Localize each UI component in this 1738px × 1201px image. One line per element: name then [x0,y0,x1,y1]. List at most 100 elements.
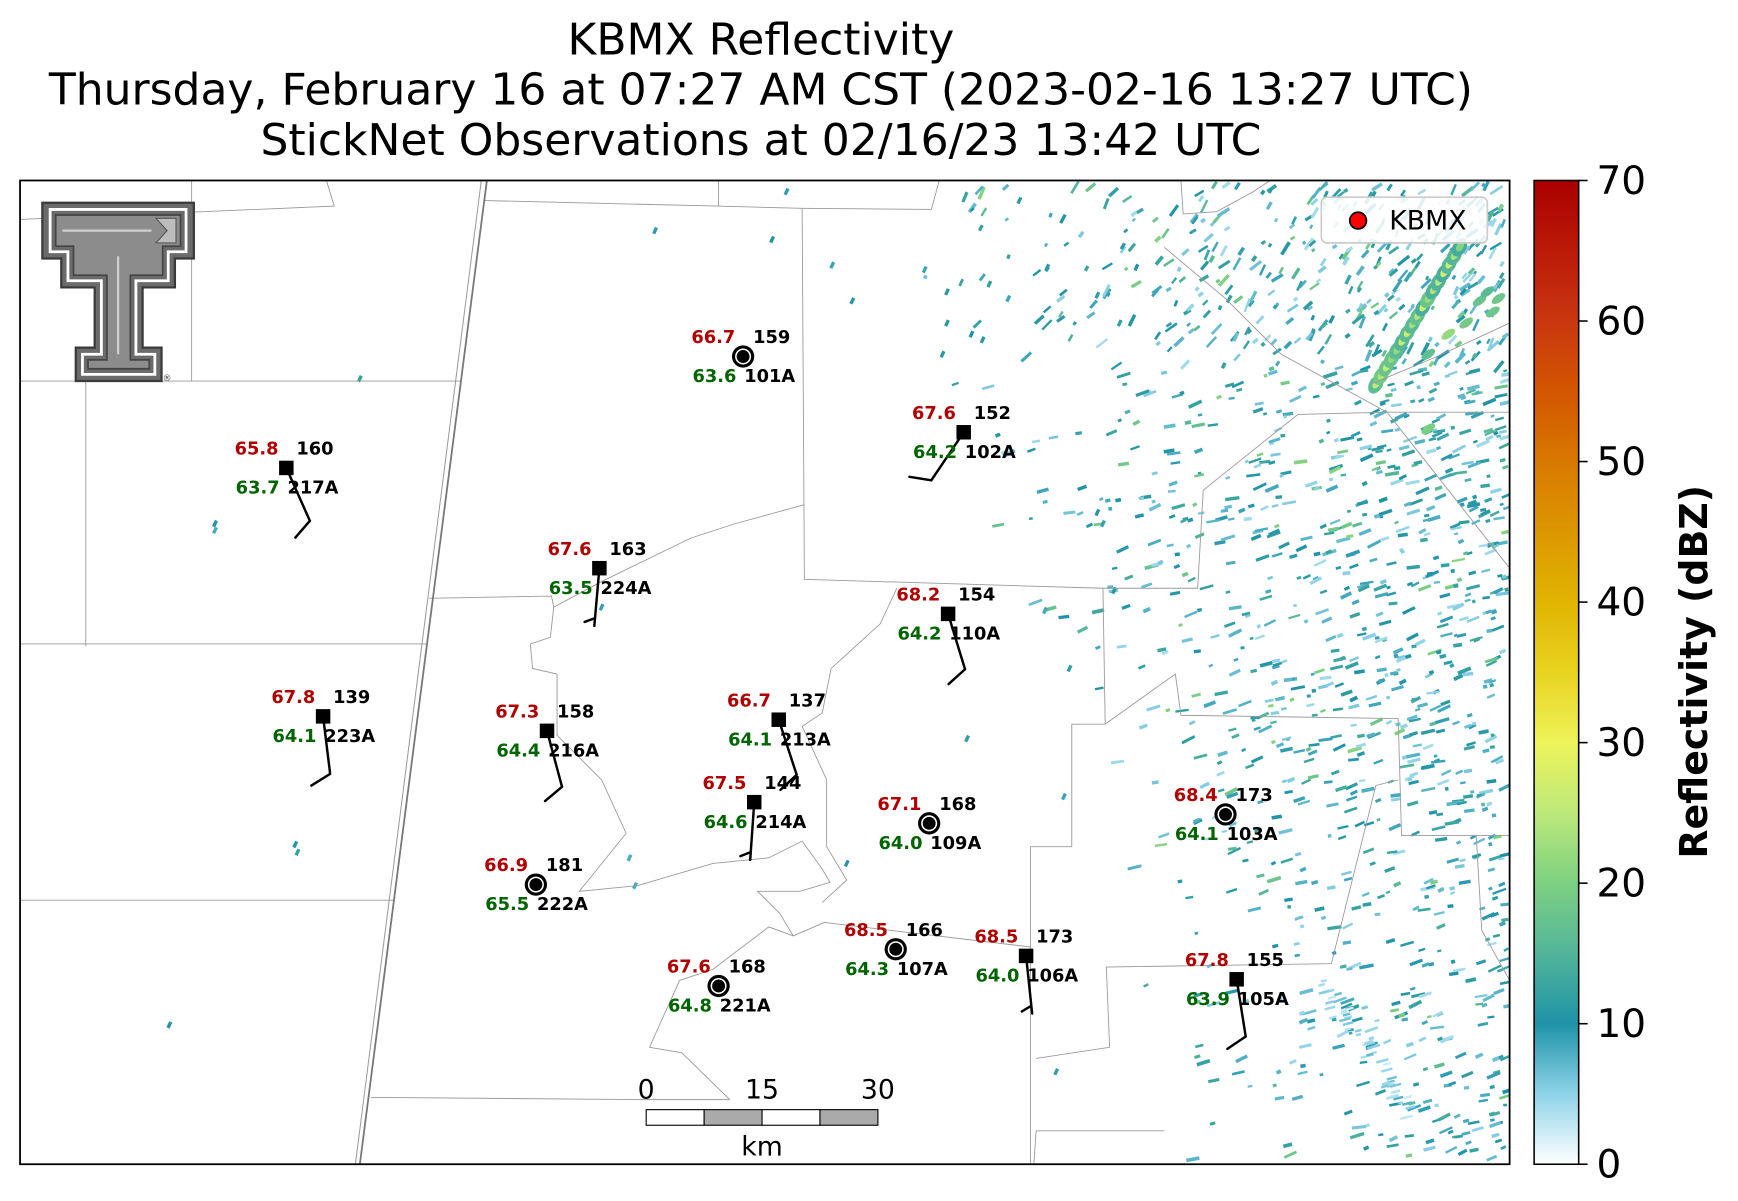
radar-echo [1468,367,1481,375]
wind-barb-icon [1226,978,1247,1051]
radar-echo [1319,1072,1324,1077]
radar-echo [1432,1010,1443,1018]
radar-echo [1259,459,1271,465]
radar-echo [1130,445,1141,451]
radar-echo [1325,549,1333,555]
radar-echo [1503,947,1509,952]
radar-echo [968,330,975,338]
radar-echo [1133,263,1140,272]
radar-echo [1488,854,1502,862]
radar-echo [1486,779,1497,784]
radar-echo [652,226,659,235]
station-marker-square-icon [279,460,294,476]
radar-echo [1371,1050,1378,1055]
pressure-label: 173 [1236,785,1273,806]
radar-echo [1417,907,1431,912]
radar-echo [1192,502,1198,507]
radar-echo [1291,216,1298,225]
radar-echo [1326,885,1336,891]
radar-echo [1265,589,1272,594]
radar-echo [1364,1025,1379,1034]
radar-echo [1184,610,1198,619]
radar-echo [1481,568,1491,574]
radar-echo [1485,659,1498,667]
station-id-label: 103A [1227,824,1278,845]
radar-echo [1406,632,1419,642]
colorbar-tick-label: 40 [1597,580,1647,625]
radar-echo [1342,1012,1351,1017]
radar-echo [212,519,218,528]
radar-echo [1362,632,1377,641]
radar-echo [1388,268,1395,274]
radar-echo [1461,1070,1474,1079]
radar-echo [1199,199,1209,214]
radar-echo [1486,1071,1501,1080]
radar-echo [1469,1147,1479,1153]
radar-echo [1448,971,1459,977]
radar-echo [1294,953,1301,958]
radar-echo-core [1491,293,1506,305]
radar-echo [1456,496,1468,504]
radar-echo [974,185,984,196]
radar-echo [1410,303,1415,308]
radar-echo [1356,303,1368,313]
radar-echo [1312,575,1320,581]
radar-echo [1456,800,1467,806]
radar-echo [1356,632,1367,637]
radar-echo [1102,197,1110,210]
radar-echo [1394,728,1406,736]
radar-echo [1465,584,1481,591]
radar-echo [1451,274,1457,281]
radar-echo [1272,661,1282,667]
radar-echo [1168,204,1180,218]
radar-echo [1311,879,1319,886]
radar-echo [1470,790,1475,794]
radar-echo [1270,273,1284,283]
radar-echo [1306,703,1315,708]
radar-echo [1475,959,1487,966]
radar-echo [1334,991,1343,997]
temperature-label: 68.5 [974,927,1018,948]
radar-echo [1042,305,1052,314]
radar-echo [1072,321,1077,326]
radar-echo [1431,825,1446,832]
radar-echo [1451,557,1466,563]
station-plot-109a: 67.1 168 64.0 109A [877,794,981,854]
dewpoint-label: 64.0 [879,833,923,854]
radar-echo [1217,273,1230,287]
radar-echo [1334,785,1348,793]
radar-echo [1426,571,1433,576]
county-boundaries [20,180,1510,1165]
radar-echo [1487,339,1500,352]
radar-echo [1355,742,1367,749]
station-id-label: 107A [897,959,948,980]
radar-echo [1493,516,1505,521]
radar-echo [1321,322,1328,329]
scale-bar-tick-label: 15 [745,1075,779,1106]
radar-echo [1446,603,1462,610]
radar-echo [1465,977,1477,984]
radar-echo [1332,743,1346,752]
radar-echo [1374,1088,1387,1096]
radar-echo [1498,1093,1510,1100]
radar-echo [1499,502,1504,507]
radar-echo [1197,413,1203,417]
radar-echo [1194,473,1205,478]
radar-echo [1160,370,1168,375]
dewpoint-label: 64.2 [897,623,941,644]
radar-echo [1016,196,1023,205]
radar-echo [1410,258,1417,264]
radar-echo [1187,327,1195,335]
radar-echo [977,224,984,232]
pressure-label: 154 [958,585,995,606]
radar-echo [1481,1002,1488,1008]
dewpoint-label: 63.5 [549,578,593,599]
radar-echo [1398,678,1407,686]
radar-echo [1042,500,1048,504]
radar-echo [1214,539,1226,546]
radar-echo [1302,300,1314,311]
radar-echo [1340,436,1355,442]
radar-echo [1411,697,1419,701]
radar-echo [1490,414,1495,418]
radar-echo [1154,842,1168,847]
